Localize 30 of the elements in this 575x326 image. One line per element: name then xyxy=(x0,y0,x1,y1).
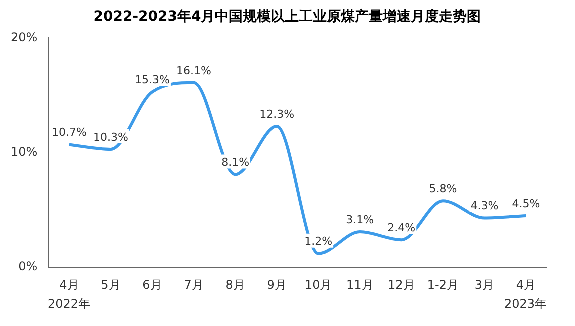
x-tick-label: 4月 xyxy=(516,278,536,292)
x-tick-label: 4月 xyxy=(60,278,80,292)
y-tick-label: 20% xyxy=(11,30,38,44)
data-label: 3.1% xyxy=(346,213,374,226)
x-tick-label: 10月 xyxy=(304,278,332,292)
data-label: 4.5% xyxy=(512,197,540,210)
y-tick-label: 0% xyxy=(18,260,38,274)
x-tick-label: 9月 xyxy=(267,278,287,292)
chart-title: 2022-2023年4月中国规模以上工业原煤产量增速月度走势图 xyxy=(92,8,482,26)
x-tick-label: 3月 xyxy=(474,278,495,292)
data-label: 5.8% xyxy=(429,182,458,196)
x-tick-label: 6月 xyxy=(142,278,162,292)
data-label: 2.4% xyxy=(388,221,416,234)
data-label: 16.1% xyxy=(176,64,212,78)
data-label: 4.3% xyxy=(470,200,499,213)
x-tick-label: 12月 xyxy=(388,278,416,292)
x-tick-label: 11月 xyxy=(346,278,374,292)
data-label: 12.3% xyxy=(260,108,295,121)
data-label: 10.3% xyxy=(93,130,128,144)
text: 2023年 xyxy=(504,296,547,313)
x-tick-label: 1-2月 xyxy=(427,278,459,292)
y-tick-label: 10% xyxy=(11,145,38,160)
text: 2022年 xyxy=(48,296,91,313)
x-tick-label: 5月 xyxy=(101,278,121,292)
data-label: 1.2% xyxy=(304,235,333,248)
x-tick-label: 7月 xyxy=(184,278,204,292)
data-label: 15.3% xyxy=(135,73,170,86)
x-tick-label: 8月 xyxy=(226,278,246,292)
data-label: 8.1% xyxy=(222,156,250,170)
data-label: 10.7% xyxy=(52,126,87,140)
